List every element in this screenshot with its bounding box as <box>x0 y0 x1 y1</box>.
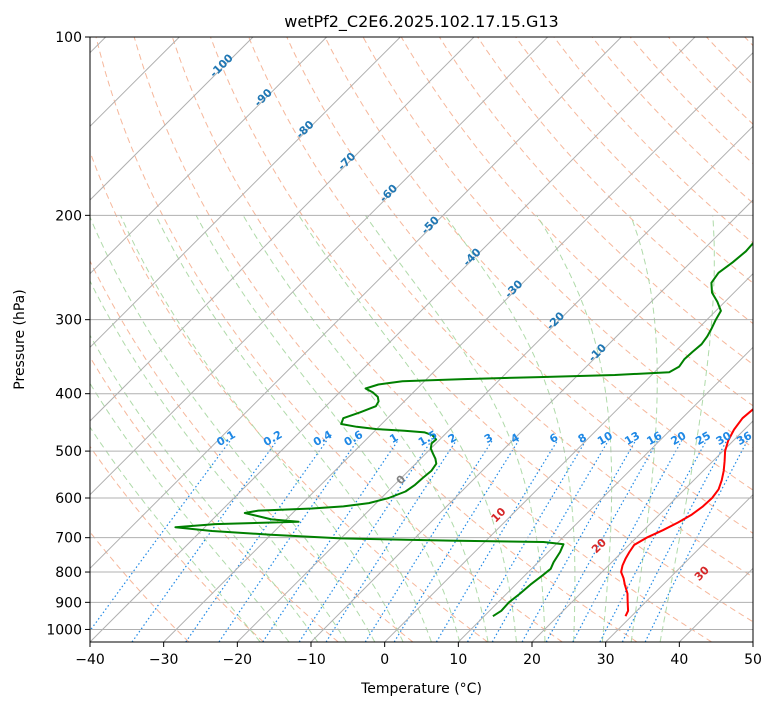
dry-adiabat-line <box>133 37 638 642</box>
mixing-ratio-line <box>521 440 637 642</box>
dry-adiabat-line <box>400 37 753 407</box>
dry-adiabat-line <box>286 37 753 534</box>
moist-adiabat-line <box>195 215 461 642</box>
mixing-ratio-line <box>298 440 432 642</box>
y-axis-ticks: 100 200 300 400 500 600 700 800 900 1000 <box>46 30 90 638</box>
mixing-ratio-line <box>262 440 399 642</box>
isotherm-line <box>457 346 753 642</box>
moist-adiabat-line <box>120 215 404 642</box>
y-tick-label: 1000 <box>46 622 82 638</box>
moist-adiabat-line <box>90 426 261 642</box>
temperature-profile-line <box>620 408 753 617</box>
moist-adiabat-line <box>630 215 658 642</box>
mixing-ratio-line <box>545 440 659 642</box>
y-tick-label: 600 <box>55 491 82 507</box>
isotherm-line <box>90 37 401 349</box>
moist-adiabat-line <box>536 215 613 642</box>
x-tick-label: 0 <box>380 652 389 668</box>
isotherm-line <box>531 420 753 642</box>
moist-adiabat-line <box>444 215 576 642</box>
dry-adiabat-line <box>90 356 339 642</box>
moist-adiabat-line <box>90 215 376 642</box>
dry-adiabat-line <box>90 150 488 642</box>
y-tick-label: 400 <box>55 387 82 403</box>
x-tick-label: −30 <box>149 652 179 668</box>
isotherm-line <box>163 51 753 642</box>
x-axis-ticks: −40 −30 −20 −10 0 10 20 30 40 50 <box>75 642 762 668</box>
dry-adiabat-line <box>438 37 753 366</box>
x-tick-label: 20 <box>523 652 541 668</box>
isotherm-line <box>90 37 696 642</box>
x-tick-label: 30 <box>597 652 615 668</box>
dry-adiabat-line <box>324 37 753 491</box>
x-tick-label: −10 <box>296 652 326 668</box>
isotherm-line <box>90 37 549 496</box>
isotherm-line <box>236 125 753 642</box>
mixing-ratio-line <box>644 440 748 642</box>
mixing-ratio-line <box>491 440 609 642</box>
mixing-ratio-line <box>131 440 278 642</box>
x-tick-label: −40 <box>75 652 105 668</box>
y-tick-label: 200 <box>55 208 82 224</box>
dry-adiabat-line <box>248 37 753 578</box>
mixing-ratio-line <box>572 440 683 642</box>
isotherm-line <box>90 37 254 201</box>
sounding-profiles <box>174 241 753 618</box>
dewpoint-profile-line <box>174 241 753 618</box>
y-tick-label: 100 <box>55 30 82 46</box>
x-axis-title: Temperature (°C) <box>360 681 482 697</box>
y-axis-title: Pressure (hPa) <box>12 289 28 389</box>
moist-adiabat-line <box>90 279 347 642</box>
dry-adiabats <box>90 37 753 642</box>
mixing-ratio-label: 36 <box>734 429 754 448</box>
isotherm-line <box>90 37 622 570</box>
moist-adiabat-line <box>90 334 319 642</box>
mixing-ratio-line <box>364 440 493 642</box>
x-tick-label: −20 <box>223 652 253 668</box>
plot-frame <box>89 36 754 643</box>
mixing-ratio-line <box>325 440 457 642</box>
y-tick-label: 800 <box>55 565 82 581</box>
y-tick-label: 900 <box>55 595 82 611</box>
dry-adiabat-line <box>209 37 753 623</box>
dry-adiabat-line <box>171 37 712 642</box>
moist-adiabat-line <box>155 215 432 642</box>
y-tick-label: 700 <box>55 531 82 547</box>
moist-adiabat-line <box>659 215 715 642</box>
isotherm-line <box>310 199 753 642</box>
x-tick-label: 40 <box>670 652 688 668</box>
mixing-ratio-line <box>90 440 231 632</box>
dry-adiabat-line <box>95 37 563 642</box>
y-tick-label: 500 <box>55 444 82 460</box>
mixing-ratio-line <box>185 440 328 642</box>
chart-title: wetPf2_C2E6.2025.102.17.15.G13 <box>284 12 558 32</box>
dry-adiabat-line <box>362 37 753 449</box>
pressure-gridlines <box>90 37 753 630</box>
mixing-ratio-line <box>466 440 587 642</box>
moist-adiabat-line <box>364 215 546 642</box>
moist-adiabats <box>90 215 715 642</box>
x-tick-label: 10 <box>449 652 467 668</box>
isotherm-line <box>90 37 475 422</box>
dry-adiabat-line <box>90 445 264 642</box>
mixing-ratio-line <box>435 440 558 642</box>
isotherm-line <box>90 37 328 275</box>
isotherm-line <box>605 493 753 642</box>
y-tick-label: 300 <box>55 313 82 329</box>
x-tick-label: 50 <box>744 652 762 668</box>
